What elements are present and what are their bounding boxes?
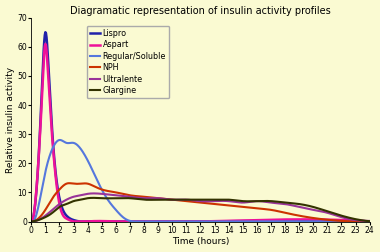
Aspart <box>229 219 233 222</box>
Ultralente <box>29 220 33 223</box>
Ultralente <box>367 219 372 223</box>
NPH <box>67 182 71 185</box>
Lispro <box>367 220 372 223</box>
Regular/Soluble <box>58 138 62 141</box>
NPH <box>89 184 94 187</box>
Ultralente <box>255 200 260 203</box>
Regular/Soluble <box>183 220 187 223</box>
Ultralente <box>229 200 233 203</box>
Lispro <box>284 219 289 222</box>
Lispro <box>43 31 48 34</box>
Lispro <box>183 220 187 223</box>
Ultralente <box>89 192 93 195</box>
Regular/Soluble <box>255 220 260 223</box>
Aspart <box>284 218 289 221</box>
Glargine <box>29 220 33 223</box>
Glargine <box>89 196 93 199</box>
Glargine <box>284 201 289 204</box>
Regular/Soluble <box>284 220 289 223</box>
Glargine <box>90 196 95 199</box>
Line: NPH: NPH <box>31 183 370 222</box>
Lispro <box>229 220 233 223</box>
Regular/Soluble <box>117 212 121 215</box>
Aspart <box>89 220 94 223</box>
Ultralente <box>117 194 121 197</box>
Ultralente <box>92 192 96 195</box>
Lispro <box>117 220 121 223</box>
Aspart <box>29 220 33 223</box>
NPH <box>255 207 260 210</box>
Glargine <box>367 220 372 223</box>
Glargine <box>183 198 187 201</box>
NPH <box>29 220 33 223</box>
NPH <box>117 192 121 195</box>
Regular/Soluble <box>229 220 233 223</box>
Regular/Soluble <box>29 220 33 223</box>
Line: Ultralente: Ultralente <box>31 193 370 222</box>
NPH <box>183 200 187 203</box>
Line: Regular/Soluble: Regular/Soluble <box>31 140 370 222</box>
Glargine <box>229 198 233 201</box>
Regular/Soluble <box>89 167 94 170</box>
Line: Aspart: Aspart <box>31 44 370 222</box>
Line: Lispro: Lispro <box>31 32 370 222</box>
X-axis label: Time (hours): Time (hours) <box>172 237 229 246</box>
Y-axis label: Relative insulin activity: Relative insulin activity <box>6 67 14 173</box>
NPH <box>229 204 233 207</box>
Aspart <box>117 220 121 223</box>
Lispro <box>89 220 94 223</box>
Regular/Soluble <box>367 220 372 223</box>
NPH <box>284 212 289 215</box>
Aspart <box>255 218 260 222</box>
Aspart <box>43 42 48 45</box>
Aspart <box>183 220 187 223</box>
Ultralente <box>183 198 187 201</box>
Lispro <box>29 220 33 223</box>
Line: Glargine: Glargine <box>31 198 370 222</box>
Lispro <box>255 219 260 223</box>
Ultralente <box>284 203 289 206</box>
Aspart <box>367 220 372 223</box>
Title: Diagramatic representation of insulin activity profiles: Diagramatic representation of insulin ac… <box>70 6 331 16</box>
Legend: Lispro, Aspart, Regular/Soluble, NPH, Ultralente, Glargine: Lispro, Aspart, Regular/Soluble, NPH, Ul… <box>87 26 169 98</box>
Glargine <box>255 200 260 203</box>
Glargine <box>117 197 121 200</box>
NPH <box>367 220 372 223</box>
